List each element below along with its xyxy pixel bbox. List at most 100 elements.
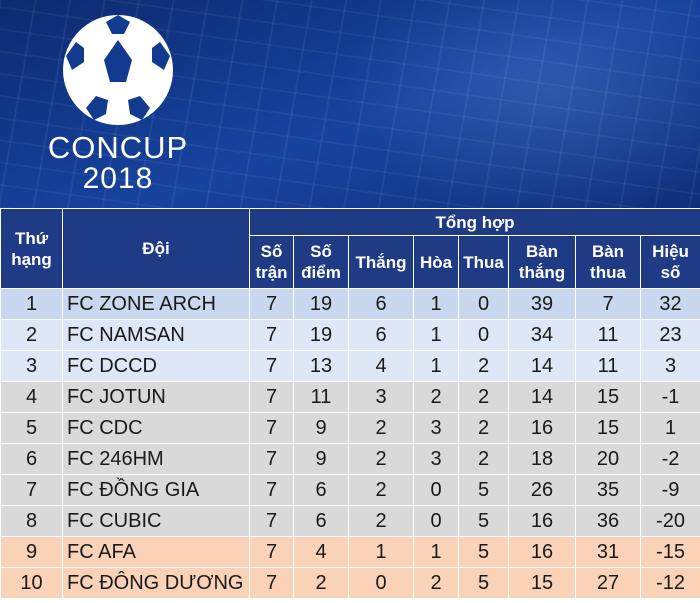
goals-against-cell: 20 [575,443,641,475]
goal-diff-cell: 32 [640,288,700,320]
played-cell: 7 [249,443,294,475]
played-cell: 7 [249,474,294,506]
wins-cell: 2 [348,412,414,444]
points-cell: 9 [293,412,349,444]
rank-cell: 4 [0,381,63,413]
rank-cell: 6 [0,443,63,475]
tournament-banner: CONCUP 2018 [0,0,700,208]
points-cell: 19 [293,288,349,320]
table-row: 2 FC NAMSAN 7 19 6 1 0 34 11 23 [0,319,700,351]
goals-for-cell: 16 [508,536,576,568]
wins-cell: 6 [348,319,414,351]
draws-cell: 2 [413,381,459,413]
losses-cell: 2 [458,412,509,444]
played-cell: 7 [249,536,294,568]
wins-cell: 2 [348,505,414,537]
losses-cell: 2 [458,381,509,413]
header-goal-diff: Hiệu số [640,235,700,289]
points-cell: 19 [293,319,349,351]
logo-year: 2018 [82,162,154,195]
wins-cell: 4 [348,350,414,382]
team-cell: FC ĐÔNG DƯƠNG [62,567,250,599]
losses-cell: 5 [458,505,509,537]
goal-diff-cell: -12 [640,567,700,599]
table-row: 7 FC ĐỒNG GIA 7 6 2 0 5 26 35 -9 [0,474,700,506]
played-cell: 7 [249,288,294,320]
wins-cell: 3 [348,381,414,413]
goals-for-cell: 16 [508,505,576,537]
team-cell: FC 246HM [62,443,250,475]
goals-for-cell: 16 [508,412,576,444]
tournament-logo: CONCUP 2018 [40,12,200,197]
goals-for-cell: 26 [508,474,576,506]
draws-cell: 1 [413,350,459,382]
goal-diff-cell: -2 [640,443,700,475]
logo-title: CONCUP [47,130,189,165]
goal-diff-cell: -9 [640,474,700,506]
goals-against-cell: 15 [575,412,641,444]
goals-against-cell: 27 [575,567,641,599]
wins-cell: 2 [348,443,414,475]
team-cell: FC ĐỒNG GIA [62,474,250,506]
points-cell: 6 [293,474,349,506]
played-cell: 7 [249,319,294,351]
wins-cell: 6 [348,288,414,320]
goals-against-cell: 35 [575,474,641,506]
team-cell: FC NAMSAN [62,319,250,351]
losses-cell: 5 [458,567,509,599]
wins-cell: 2 [348,474,414,506]
draws-cell: 2 [413,567,459,599]
points-cell: 4 [293,536,349,568]
header-goals-against: Bàn thua [575,235,641,289]
team-cell: FC DCCD [62,350,250,382]
standings-table: Thứ hạng Đội Tổng hợp Số trận Số điểm Th… [0,208,700,599]
goals-against-cell: 11 [575,319,641,351]
points-cell: 2 [293,567,349,599]
played-cell: 7 [249,381,294,413]
played-cell: 7 [249,505,294,537]
draws-cell: 0 [413,474,459,506]
goals-against-cell: 11 [575,350,641,382]
losses-cell: 0 [458,319,509,351]
draws-cell: 3 [413,412,459,444]
rank-cell: 3 [0,350,63,382]
header-rank: Thứ hạng [0,208,63,289]
banner-glow [340,0,700,208]
draws-cell: 3 [413,443,459,475]
goals-for-cell: 14 [508,381,576,413]
header-losses: Thua [458,235,509,289]
goals-against-cell: 36 [575,505,641,537]
goals-for-cell: 15 [508,567,576,599]
rank-cell: 5 [0,412,63,444]
points-cell: 9 [293,443,349,475]
table-row: 9 FC AFA 7 4 1 1 5 16 31 -15 [0,536,700,568]
header-points: Số điểm [293,235,349,289]
table-row: 4 FC JOTUN 7 11 3 2 2 14 15 -1 [0,381,700,413]
goal-diff-cell: 1 [640,412,700,444]
goals-for-cell: 18 [508,443,576,475]
draws-cell: 1 [413,536,459,568]
goal-diff-cell: -1 [640,381,700,413]
goal-diff-cell: 23 [640,319,700,351]
points-cell: 6 [293,505,349,537]
points-cell: 11 [293,381,349,413]
team-cell: FC CDC [62,412,250,444]
goals-against-cell: 31 [575,536,641,568]
goal-diff-cell: -15 [640,536,700,568]
rank-cell: 8 [0,505,63,537]
goal-diff-cell: 3 [640,350,700,382]
goals-for-cell: 39 [508,288,576,320]
draws-cell: 1 [413,319,459,351]
team-cell: FC ZONE ARCH [62,288,250,320]
draws-cell: 0 [413,505,459,537]
header-played: Số trận [249,235,294,289]
table-row: 5 FC CDC 7 9 2 3 2 16 15 1 [0,412,700,444]
goals-against-cell: 15 [575,381,641,413]
draws-cell: 1 [413,288,459,320]
team-cell: FC AFA [62,536,250,568]
wins-cell: 0 [348,567,414,599]
table-row: 1 FC ZONE ARCH 7 19 6 1 0 39 7 32 [0,288,700,320]
header-wins: Thắng [348,235,414,289]
played-cell: 7 [249,412,294,444]
team-cell: FC CUBIC [62,505,250,537]
